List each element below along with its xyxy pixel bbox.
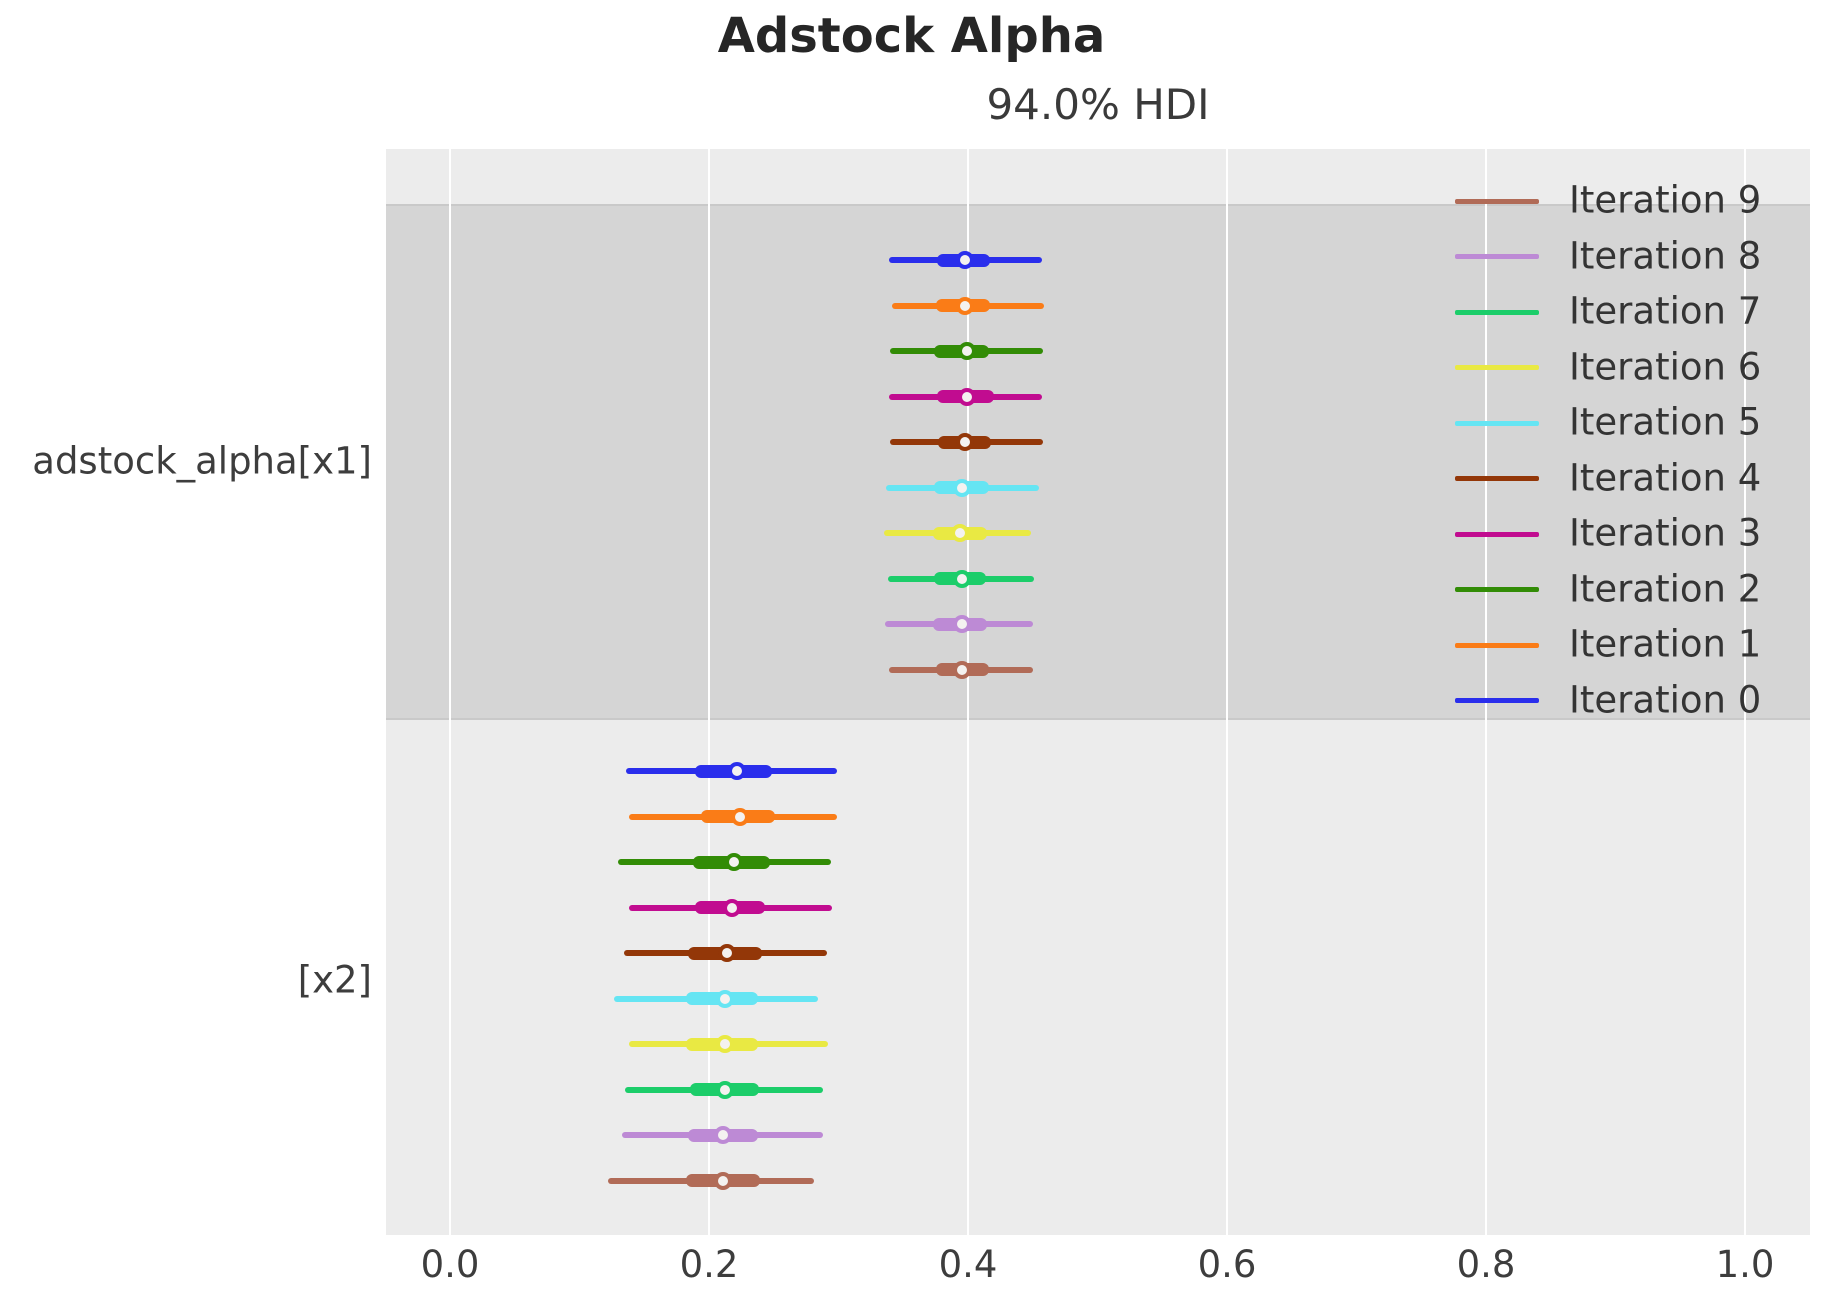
legend-label-iteration-0: Iteration 0 bbox=[1569, 678, 1762, 722]
median-marker-iteration-7 bbox=[715, 1080, 734, 1099]
median-marker-iteration-4 bbox=[718, 944, 737, 962]
legend-label-iteration-4: Iteration 4 bbox=[1569, 456, 1762, 500]
legend-label-iteration-3: Iteration 3 bbox=[1569, 511, 1762, 555]
median-marker-iteration-7 bbox=[952, 569, 971, 588]
legend-swatch-iteration-3 bbox=[1455, 531, 1539, 537]
group-band-x1 bbox=[386, 204, 1810, 720]
legend-swatch-iteration-1 bbox=[1455, 642, 1539, 648]
median-marker-iteration-5 bbox=[715, 989, 734, 1008]
legend-swatch-iteration-5 bbox=[1455, 420, 1539, 426]
median-marker-iteration-0 bbox=[956, 251, 975, 269]
y-axis-label-x2: [x2] bbox=[297, 958, 372, 1002]
median-marker-iteration-9 bbox=[952, 660, 971, 679]
legend-label-iteration-2: Iteration 2 bbox=[1569, 567, 1762, 611]
legend-label-iteration-8: Iteration 8 bbox=[1569, 234, 1762, 278]
y-axis-label-adstock-alpha-x1: adstock_alpha[x1] bbox=[32, 439, 372, 483]
x-tick-label: 1.0 bbox=[1715, 1243, 1775, 1286]
gridline-x-0.4 bbox=[967, 149, 969, 1235]
hdi-subtitle: 94.0% HDI bbox=[986, 80, 1210, 129]
gridline-x-1.0 bbox=[1744, 149, 1746, 1235]
median-marker-iteration-3 bbox=[723, 898, 742, 917]
legend-swatch-iteration-6 bbox=[1455, 365, 1539, 370]
legend-swatch-iteration-8 bbox=[1455, 254, 1539, 259]
median-marker-iteration-3 bbox=[957, 387, 976, 406]
median-marker-iteration-6 bbox=[951, 524, 970, 542]
x-tick-label: 0.4 bbox=[938, 1243, 998, 1286]
legend-swatch-iteration-2 bbox=[1455, 587, 1539, 592]
figure-title: Adstock Alpha bbox=[717, 8, 1106, 64]
x-tick-label: 0.0 bbox=[420, 1243, 480, 1286]
legend-label-iteration-1: Iteration 1 bbox=[1569, 622, 1762, 666]
legend-label-iteration-7: Iteration 7 bbox=[1569, 289, 1762, 333]
gridline-x-0.2 bbox=[708, 149, 710, 1235]
median-marker-iteration-6 bbox=[715, 1035, 734, 1053]
legend-swatch-iteration-9 bbox=[1455, 198, 1539, 204]
median-marker-iteration-8 bbox=[952, 615, 971, 633]
median-marker-iteration-2 bbox=[957, 342, 976, 360]
median-marker-iteration-1 bbox=[956, 296, 975, 315]
legend-swatch-iteration-4 bbox=[1455, 476, 1539, 481]
x-tick-label: 0.2 bbox=[679, 1243, 739, 1286]
gridline-x-0.6 bbox=[1226, 149, 1228, 1235]
gridline-x-0.0 bbox=[449, 149, 451, 1235]
legend-label-iteration-6: Iteration 6 bbox=[1569, 345, 1762, 389]
median-marker-iteration-9 bbox=[714, 1171, 733, 1190]
gridline-x-0.8 bbox=[1485, 149, 1487, 1235]
legend-swatch-iteration-0 bbox=[1455, 698, 1539, 703]
legend-label-iteration-9: Iteration 9 bbox=[1569, 178, 1762, 222]
median-marker-iteration-8 bbox=[714, 1126, 733, 1144]
median-marker-iteration-4 bbox=[956, 433, 975, 451]
x-tick-label: 0.6 bbox=[1197, 1243, 1257, 1286]
legend-swatch-iteration-7 bbox=[1455, 309, 1539, 315]
median-marker-iteration-5 bbox=[952, 478, 971, 497]
plot-area bbox=[386, 149, 1810, 1235]
legend-label-iteration-5: Iteration 5 bbox=[1569, 400, 1762, 444]
median-marker-iteration-1 bbox=[731, 807, 750, 826]
median-marker-iteration-2 bbox=[724, 853, 743, 871]
x-tick-label: 0.8 bbox=[1456, 1243, 1516, 1286]
median-marker-iteration-0 bbox=[728, 762, 747, 780]
